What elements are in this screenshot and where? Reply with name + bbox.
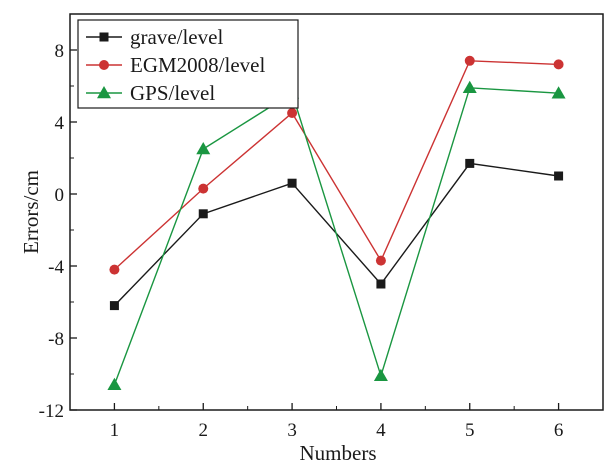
- data-point: [198, 209, 208, 219]
- series-2: [109, 55, 564, 275]
- legend: grave/level EGM2008/level GPS/level: [77, 19, 299, 109]
- y-tick-label: 8: [55, 41, 65, 62]
- y-tick-label: -4: [48, 257, 64, 278]
- x-tick-label: 3: [287, 420, 297, 441]
- data-point: [198, 183, 209, 194]
- data-point: [109, 301, 119, 311]
- data-point: [107, 377, 122, 391]
- y-tick-label: -8: [48, 329, 64, 350]
- series-layer: [107, 55, 566, 391]
- data-point: [196, 142, 211, 155]
- legend-entry: grave/level: [86, 25, 223, 49]
- legend-marker: [99, 60, 109, 70]
- y-axis-title: Errors/cm: [19, 170, 43, 254]
- legend-label: GPS/level: [130, 81, 215, 105]
- data-point: [287, 178, 297, 188]
- data-point: [376, 279, 386, 289]
- y-tick-label: 0: [55, 185, 65, 206]
- legend-label: grave/level: [130, 25, 223, 49]
- legend-entry: EGM2008/level: [86, 53, 265, 77]
- data-point: [287, 108, 298, 118]
- x-axis: 1 2 3 4 5 6: [69, 403, 604, 441]
- data-point: [551, 86, 566, 99]
- x-tick-label: 4: [376, 420, 386, 441]
- data-point: [554, 171, 564, 181]
- data-point: [464, 55, 475, 66]
- series-line: [113, 60, 559, 271]
- y-axis: -12 -8 -4 0 4 8: [39, 41, 77, 422]
- legend-marker: [99, 32, 109, 42]
- legend-marker: [97, 86, 111, 99]
- data-point: [462, 80, 477, 94]
- series-3: [107, 80, 566, 391]
- series-line: [113, 87, 559, 386]
- x-axis-title: Numbers: [300, 441, 377, 465]
- data-point: [553, 59, 564, 70]
- data-point: [373, 368, 388, 382]
- legend-label: EGM2008/level: [130, 53, 265, 77]
- y-tick-label: -12: [39, 401, 64, 422]
- data-point: [375, 255, 386, 266]
- y-tick-label: 4: [55, 113, 65, 134]
- x-tick-label: 6: [554, 420, 564, 441]
- x-tick-label: 1: [110, 420, 120, 441]
- x-tick-label: 2: [199, 420, 209, 441]
- legend-entry: GPS/level: [86, 81, 215, 105]
- data-point: [465, 158, 475, 168]
- x-tick-label: 5: [465, 420, 475, 441]
- data-point: [109, 264, 120, 275]
